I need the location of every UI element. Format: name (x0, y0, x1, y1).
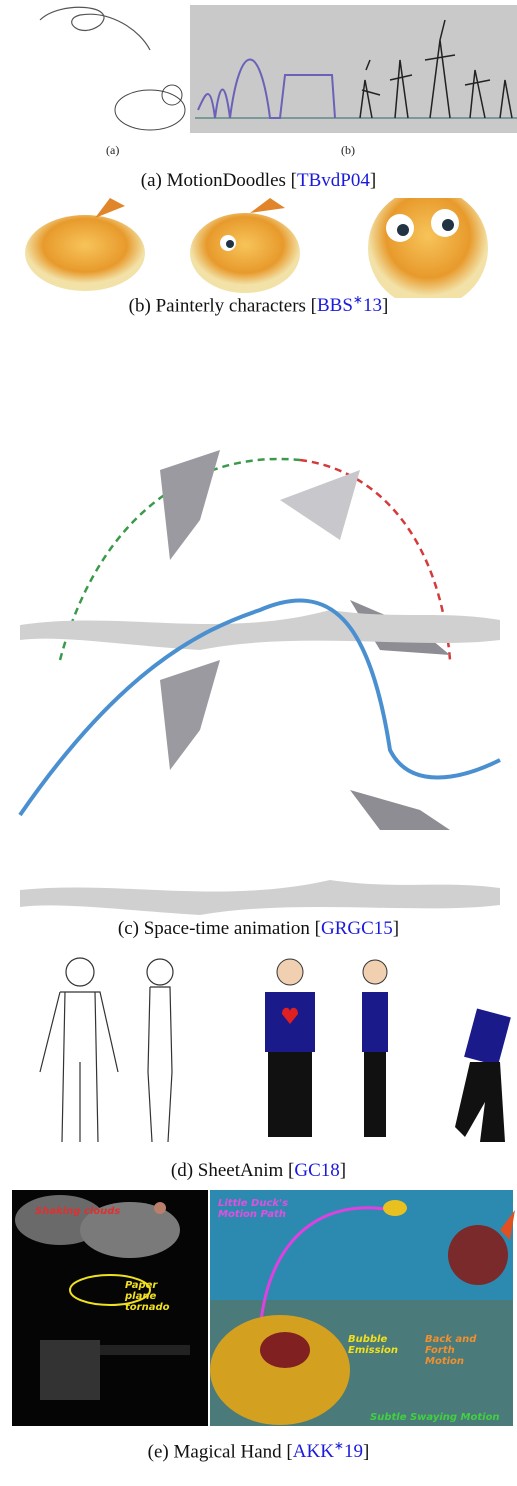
annotation: Paper plane tornado (125, 1280, 185, 1313)
caption-text: ] (382, 295, 388, 316)
citation[interactable]: BBS∗13 (317, 295, 382, 316)
painterly-image (0, 198, 517, 298)
annotation: Little Duck's Motion Path (218, 1198, 308, 1220)
magical-hand-image (0, 1190, 517, 1426)
sublabel: (b) (341, 143, 355, 158)
annotation: Shaking clouds (35, 1206, 120, 1217)
citation-sup: ∗ (353, 293, 363, 307)
caption-text: ] (393, 918, 399, 939)
caption: (a) MotionDoodles [TBvdP04] (0, 170, 517, 192)
citation[interactable]: GRGC15 (321, 918, 393, 939)
citation[interactable]: AKK∗19 (293, 1441, 363, 1462)
citation-text: AKK (293, 1441, 334, 1462)
citation-text: BBS (317, 295, 353, 316)
caption-text: (a) MotionDoodles [ (141, 170, 297, 191)
caption-text: (b) Painterly characters [ (129, 295, 317, 316)
caption-text: ] (370, 170, 376, 191)
caption-text: ] (340, 1160, 346, 1181)
caption-text: (c) Space-time animation [ (118, 918, 321, 939)
caption-text: (e) Magical Hand [ (148, 1441, 293, 1462)
citation[interactable]: TBvdP04 (297, 170, 370, 191)
caption-text: (d) SheetAnim [ (171, 1160, 294, 1181)
caption: (b) Painterly characters [BBS∗13] (0, 293, 517, 317)
annotation: Subtle Swaying Motion (370, 1412, 500, 1423)
annotation: Back and Forth Motion (425, 1334, 495, 1367)
caption-text: ] (363, 1441, 369, 1462)
caption: (c) Space-time animation [GRGC15] (0, 918, 517, 940)
caption: (d) SheetAnim [GC18] (0, 1160, 517, 1182)
citation[interactable]: GC18 (294, 1160, 339, 1181)
motiondoodles-image (0, 0, 517, 140)
caption: (e) Magical Hand [AKK∗19] (0, 1439, 517, 1463)
citation-text: 13 (363, 295, 382, 316)
space-time-image (0, 410, 517, 920)
annotation: Bubble Emission (348, 1334, 398, 1356)
sublabel: (a) (106, 143, 119, 158)
citation-text: 19 (344, 1441, 363, 1462)
figure-page: {"figure": {"panels": [ {"sublabels": ["… (0, 0, 517, 1486)
sheetanim-image (0, 952, 517, 1157)
citation-sup: ∗ (334, 1439, 344, 1453)
